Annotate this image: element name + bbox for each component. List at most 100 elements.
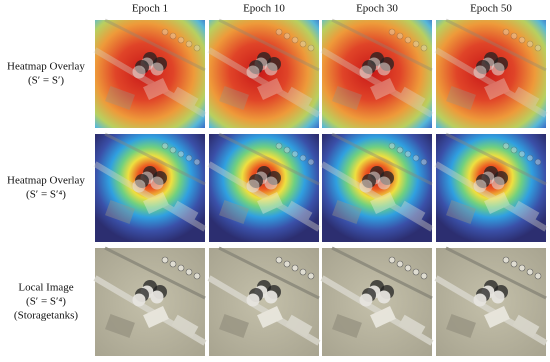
road — [104, 132, 206, 186]
column-header: Epoch 50 — [470, 3, 512, 15]
scene — [207, 132, 321, 232]
small-tank — [396, 32, 404, 40]
road — [218, 132, 320, 186]
small-tank — [161, 142, 169, 150]
small-tank — [307, 272, 315, 280]
road — [218, 18, 320, 72]
small-tank — [275, 142, 283, 150]
tank — [246, 65, 260, 79]
image-bg — [95, 134, 205, 242]
scene — [320, 132, 434, 232]
road — [445, 18, 547, 72]
image-cell — [207, 246, 321, 356]
tank — [246, 293, 260, 307]
scene — [434, 18, 548, 118]
small-tank — [518, 150, 526, 158]
building — [446, 314, 476, 338]
road — [104, 18, 206, 72]
small-tank — [185, 40, 193, 48]
small-tank — [283, 32, 291, 40]
small-tank — [502, 142, 510, 150]
tank — [132, 179, 146, 193]
small-tank — [388, 142, 396, 150]
image-cell — [93, 246, 207, 356]
image-bg — [95, 20, 205, 128]
road — [331, 18, 433, 72]
image-cell — [207, 132, 321, 242]
small-tank — [534, 158, 542, 166]
small-tank — [510, 146, 518, 154]
road — [207, 47, 321, 118]
scene — [207, 246, 321, 346]
building — [285, 200, 313, 224]
building — [171, 314, 199, 338]
small-tank — [291, 150, 299, 158]
tank — [473, 65, 487, 79]
small-tank — [420, 158, 428, 166]
small-tank — [396, 260, 404, 268]
image-bg — [322, 134, 432, 242]
image-cell — [320, 132, 434, 242]
road — [331, 132, 433, 186]
small-tank — [177, 264, 185, 272]
building — [219, 86, 249, 110]
building — [398, 86, 426, 110]
image-cell — [434, 132, 548, 242]
small-tank — [275, 28, 283, 36]
small-tank — [185, 154, 193, 162]
row-label: Heatmap Overlay — [7, 61, 85, 73]
small-tank — [307, 158, 315, 166]
row-label: Heatmap Overlay — [7, 175, 85, 187]
building — [143, 78, 169, 100]
row-label: Local Image — [18, 282, 73, 294]
road — [207, 161, 321, 232]
tank — [377, 290, 391, 304]
building — [332, 200, 362, 224]
road — [445, 132, 547, 186]
small-tank — [177, 36, 185, 44]
scene — [320, 18, 434, 118]
small-tank — [193, 158, 201, 166]
building — [370, 306, 396, 328]
small-tank — [510, 260, 518, 268]
image-bg — [322, 20, 432, 128]
small-tank — [526, 40, 534, 48]
road — [93, 161, 207, 232]
building — [370, 192, 396, 214]
scene — [93, 246, 207, 346]
building — [105, 200, 135, 224]
building — [370, 78, 396, 100]
image-cell — [93, 18, 207, 128]
building — [484, 78, 510, 100]
road — [445, 246, 547, 300]
tank — [246, 179, 260, 193]
tank — [473, 179, 487, 193]
tank — [264, 290, 278, 304]
scene — [434, 132, 548, 232]
image-bg — [209, 134, 319, 242]
tank — [359, 179, 373, 193]
tank — [491, 62, 505, 76]
small-tank — [169, 32, 177, 40]
small-tank — [169, 260, 177, 268]
small-tank — [412, 40, 420, 48]
tank — [150, 62, 164, 76]
road — [218, 246, 320, 300]
building — [446, 86, 476, 110]
image-bg — [436, 20, 546, 128]
building — [105, 86, 135, 110]
row-label: (Storagetanks) — [14, 310, 78, 322]
small-tank — [510, 32, 518, 40]
small-tank — [177, 150, 185, 158]
small-tank — [388, 28, 396, 36]
tank — [473, 293, 487, 307]
small-tank — [534, 272, 542, 280]
tank — [359, 65, 373, 79]
image-cell — [93, 132, 207, 242]
road — [434, 161, 548, 232]
small-tank — [291, 36, 299, 44]
tank — [377, 176, 391, 190]
building — [285, 314, 313, 338]
